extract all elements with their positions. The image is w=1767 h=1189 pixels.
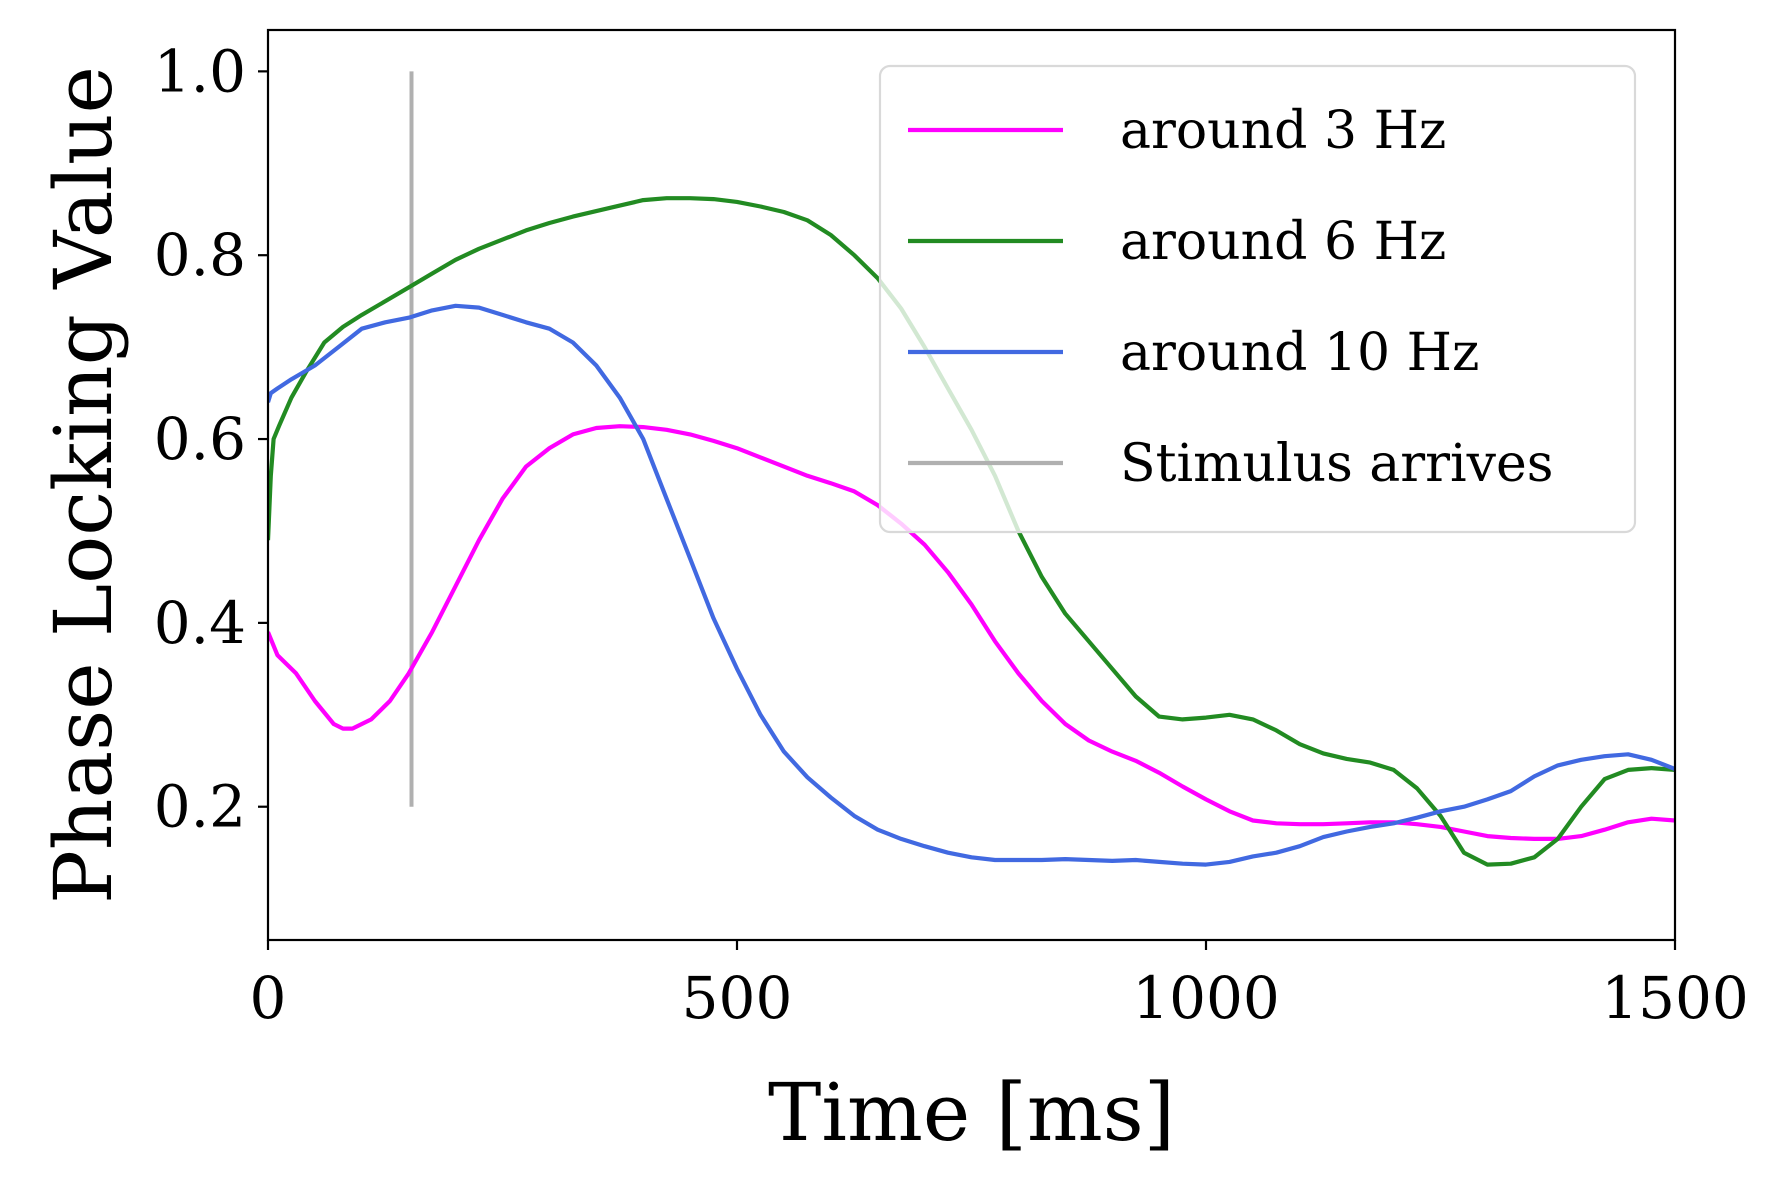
y-tick-label: 0.8	[154, 221, 246, 289]
y-tick-label: 0.6	[154, 405, 246, 473]
legend-items: around 3 Hz around 6 Hz around 10 Hz Stimul…	[908, 101, 1553, 494]
y-tick-label: 1.0	[154, 37, 246, 105]
x-tick-label: 1000	[1132, 964, 1280, 1032]
series-line-around-3-hz	[268, 424, 1675, 842]
y-tick-label: 0.4	[154, 589, 246, 657]
x-tick-label: 1500	[1601, 964, 1749, 1032]
axes-frame	[266, 28, 1677, 942]
series-line-around-10-hz	[268, 303, 1675, 867]
legend-label-around-3-hz: around 3 Hz	[1120, 101, 1446, 161]
legend: around 3 Hz around 6 Hz around 10 Hz Stimul…	[878, 64, 1637, 534]
legend-label-around-10-hz: around 10 Hz	[1120, 323, 1479, 383]
x-tick-label: 0	[250, 964, 287, 1032]
x-tick-label: 500	[682, 964, 793, 1032]
legend-box	[878, 64, 1637, 534]
y-tick-label: 0.2	[154, 773, 246, 841]
y-axis-ticks: 0.2 0.4 0.6 0.8 1.0	[154, 37, 268, 841]
x-axis-ticks: 0 500 1000 1500	[250, 940, 1749, 1032]
y-axis-label: Phase Locking Value	[37, 66, 130, 904]
x-axis-label: Time [ms]	[768, 1066, 1175, 1159]
legend-label-stimulus-arrives: Stimulus arrives	[1120, 434, 1553, 494]
legend-label-around-6-hz: around 6 Hz	[1120, 212, 1446, 272]
